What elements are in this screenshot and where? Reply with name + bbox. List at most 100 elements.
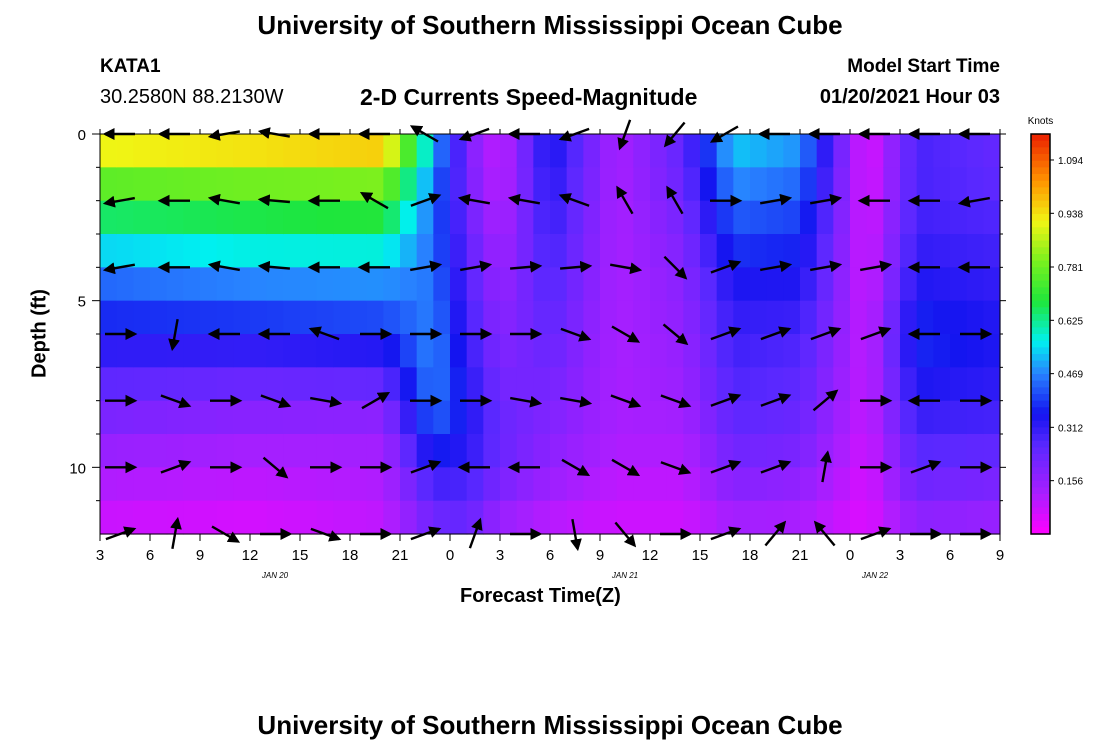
heatmap-cell (966, 200, 984, 235)
heatmap-cell (466, 500, 484, 535)
heatmap-cell (300, 300, 318, 335)
heatmap-cell (316, 434, 334, 468)
heatmap-cell (100, 134, 118, 168)
heatmap-cell (816, 500, 834, 535)
heatmap-cell (450, 500, 468, 535)
heatmap-cell (616, 167, 634, 202)
heatmap-cell (633, 267, 651, 302)
heatmap-cell (350, 167, 368, 202)
heatmap-cell (550, 167, 568, 202)
heatmap-cell (866, 134, 884, 168)
heatmap-cell (250, 500, 268, 535)
station-id: KATA1 (100, 56, 161, 77)
current-vector (812, 389, 839, 412)
heatmap-cell (116, 500, 134, 535)
heatmap-cell (900, 367, 918, 402)
heatmap-cell (366, 234, 384, 268)
heatmap-cell (383, 267, 401, 302)
heatmap-cell (116, 467, 134, 502)
colorbar-segment (1031, 200, 1050, 208)
heatmap-cell (166, 467, 184, 502)
heatmap-cell (200, 467, 218, 502)
heatmap-cell (200, 300, 218, 335)
heatmap-cell (916, 167, 934, 202)
heatmap-cell (783, 467, 801, 502)
heatmap-cell (833, 200, 851, 235)
colorbar-segment (1031, 494, 1050, 502)
heatmap-cell (616, 234, 634, 268)
heatmap-cell (900, 234, 918, 268)
heatmap-cell (466, 134, 484, 168)
current-vector (359, 192, 389, 210)
heatmap-cell (216, 200, 234, 235)
heatmap-cell (816, 334, 834, 368)
heatmap-cell (266, 367, 284, 402)
colorbar-segment (1031, 294, 1050, 302)
chart-subtitle: 2-D Currents Speed-Magnitude (360, 84, 698, 110)
heatmap-cell (833, 267, 851, 302)
heatmap-cell (116, 367, 134, 402)
colorbar-segment (1031, 380, 1050, 388)
current-vector (760, 393, 792, 407)
heatmap-cell (883, 300, 901, 335)
model-start-label: Model Start Time (847, 56, 1000, 77)
heatmap-cell (316, 334, 334, 368)
heatmap-cell (483, 500, 501, 535)
colorbar-segment (1031, 207, 1050, 215)
heatmap-cell (416, 234, 434, 268)
heatmap-cell (400, 134, 418, 168)
heatmap-cell (783, 367, 801, 402)
heatmap-cell (833, 167, 851, 202)
heatmap-cell (366, 400, 384, 435)
heatmap-cell (833, 467, 851, 502)
heatmap-cell (166, 434, 184, 468)
heatmap-cell (816, 234, 834, 268)
heatmap-cell (416, 167, 434, 202)
heatmap-cell (416, 400, 434, 435)
heatmap-cell (766, 467, 784, 502)
date-label: JAN 20 (261, 571, 289, 580)
heatmap-cell (333, 434, 351, 468)
heatmap-cell (733, 367, 751, 402)
current-vector (558, 193, 590, 207)
heatmap-cell (533, 434, 551, 468)
heatmap-cell (450, 400, 468, 435)
heatmap-cell (700, 234, 718, 268)
current-vector (559, 395, 593, 408)
heatmap-cell (383, 467, 401, 502)
heatmap-cell (983, 300, 1001, 335)
heatmap-cell (816, 167, 834, 202)
heatmap-cell (933, 434, 951, 468)
heatmap-cell (566, 167, 584, 202)
colorbar-segment (1031, 154, 1050, 162)
heatmap-cell (566, 300, 584, 335)
current-vector (609, 262, 643, 275)
heatmap-cell (950, 167, 968, 202)
heatmap-cell (450, 300, 468, 335)
heatmap-cell (250, 300, 268, 335)
heatmap-cell (250, 200, 268, 235)
heatmap-cell (350, 400, 368, 435)
heatmap-cell (383, 500, 401, 535)
heatmap-cell (150, 467, 168, 502)
heatmap-cell (716, 167, 734, 202)
heatmap-cell (283, 300, 301, 335)
colorbar-segment (1031, 480, 1050, 488)
heatmap-cell (833, 134, 851, 168)
heatmap-cell (816, 400, 834, 435)
heatmap-cell (733, 134, 751, 168)
heatmap-cell (900, 134, 918, 168)
heatmap-cell (666, 434, 684, 468)
heatmap-cell (500, 434, 518, 468)
heatmap-cell (100, 367, 118, 402)
heatmap-cell (400, 367, 418, 402)
heatmap-cell (400, 334, 418, 368)
heatmap-cell (916, 334, 934, 368)
heatmap-cell (750, 500, 768, 535)
heatmap-cell (300, 234, 318, 268)
colorbar-segment (1031, 147, 1050, 155)
heatmap-cell (950, 134, 968, 168)
heatmap-cell (283, 367, 301, 402)
heatmap-cell (683, 200, 701, 235)
heatmap-cell (933, 467, 951, 502)
